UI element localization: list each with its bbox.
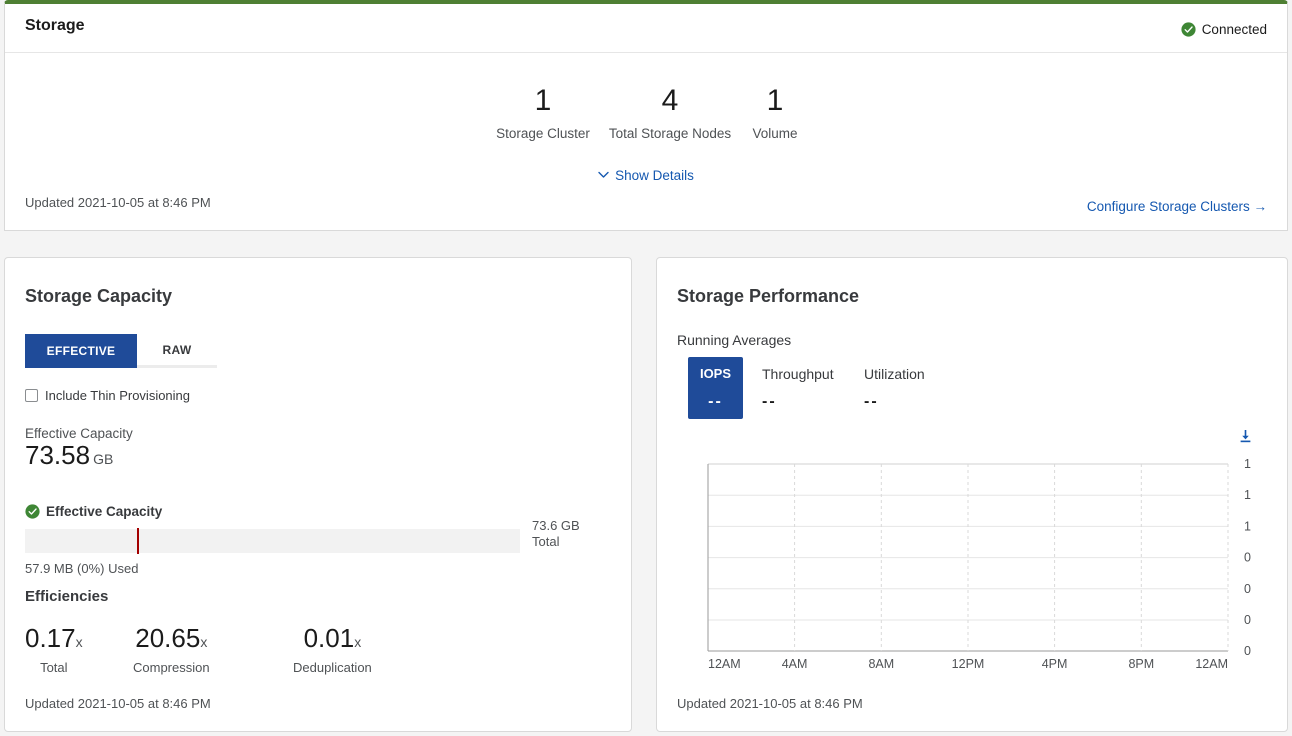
svg-text:0: 0 — [1244, 644, 1251, 658]
svg-text:0: 0 — [1244, 551, 1251, 565]
svg-text:12PM: 12PM — [952, 657, 985, 671]
svg-text:12AM: 12AM — [708, 657, 741, 671]
svg-text:1: 1 — [1244, 488, 1251, 502]
svg-text:8AM: 8AM — [868, 657, 894, 671]
svg-text:4AM: 4AM — [782, 657, 808, 671]
svg-text:12AM: 12AM — [1195, 657, 1228, 671]
svg-text:0: 0 — [1244, 582, 1251, 596]
svg-text:1: 1 — [1244, 457, 1251, 471]
svg-text:1: 1 — [1244, 519, 1251, 533]
svg-text:4PM: 4PM — [1042, 657, 1068, 671]
svg-text:8PM: 8PM — [1128, 657, 1154, 671]
svg-text:0: 0 — [1244, 613, 1251, 627]
